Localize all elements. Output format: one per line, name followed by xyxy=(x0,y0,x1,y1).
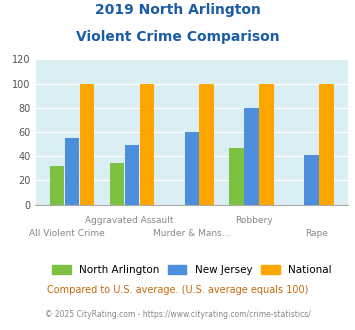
Bar xyxy=(140,83,154,205)
Bar xyxy=(245,108,259,205)
Bar xyxy=(110,163,124,205)
Text: Compared to U.S. average. (U.S. average equals 100): Compared to U.S. average. (U.S. average … xyxy=(47,285,308,295)
Bar xyxy=(80,83,94,205)
Bar xyxy=(50,166,64,205)
Text: All Violent Crime: All Violent Crime xyxy=(29,229,105,238)
Bar xyxy=(200,83,214,205)
Bar xyxy=(304,155,319,205)
Text: Violent Crime Comparison: Violent Crime Comparison xyxy=(76,30,279,44)
Text: Murder & Mans...: Murder & Mans... xyxy=(153,229,230,238)
Bar xyxy=(229,148,244,205)
Text: Aggravated Assault: Aggravated Assault xyxy=(85,216,174,225)
Bar xyxy=(185,132,199,205)
Text: © 2025 CityRating.com - https://www.cityrating.com/crime-statistics/: © 2025 CityRating.com - https://www.city… xyxy=(45,310,310,319)
Bar xyxy=(260,83,274,205)
Bar xyxy=(65,138,79,205)
Text: Robbery: Robbery xyxy=(235,216,273,225)
Text: Rape: Rape xyxy=(305,229,328,238)
Bar xyxy=(319,83,334,205)
Text: 2019 North Arlington: 2019 North Arlington xyxy=(94,3,261,17)
Bar xyxy=(125,145,139,205)
Legend: North Arlington, New Jersey, National: North Arlington, New Jersey, National xyxy=(52,265,332,275)
